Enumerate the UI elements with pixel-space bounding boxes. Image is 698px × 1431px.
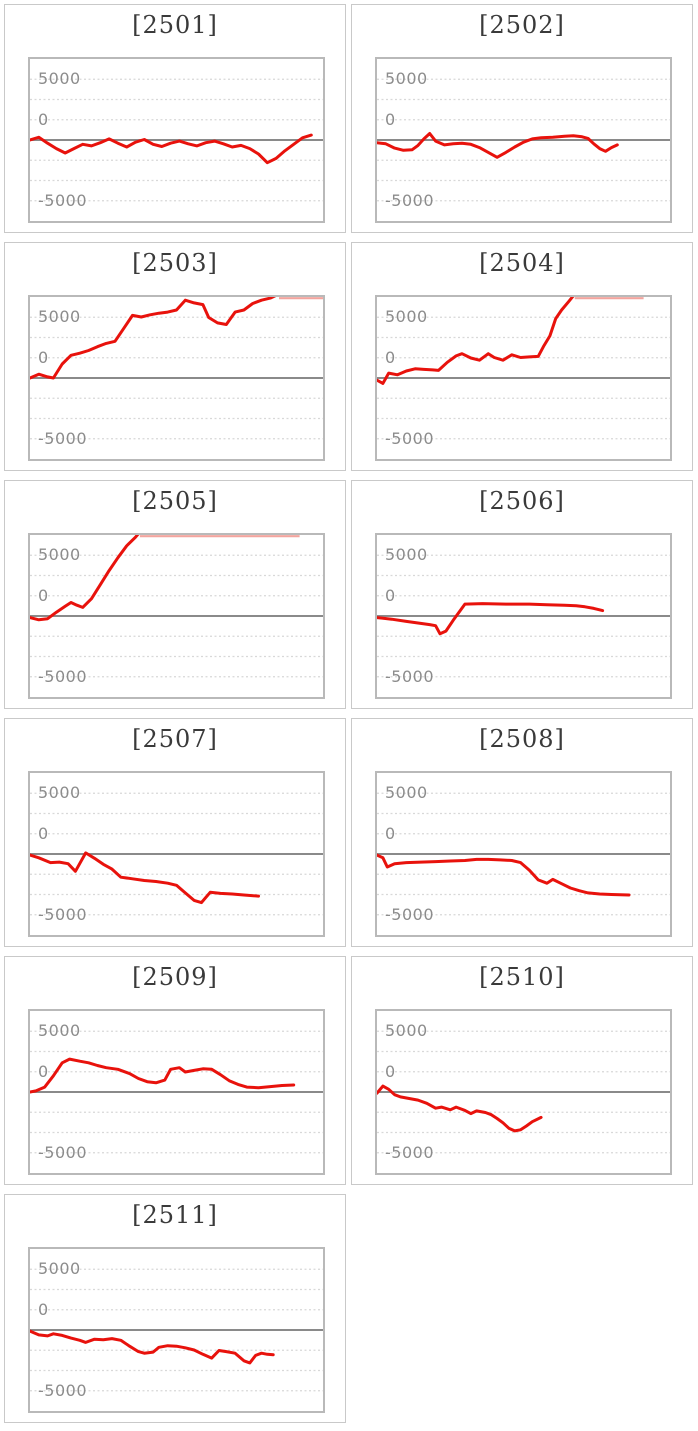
machine-chart-cell[interactable]: [2502] 5000 0 -5000	[351, 4, 693, 233]
ytick-zero: 0	[385, 110, 396, 129]
machine-chart-cell[interactable]: [2508] 5000 0 -5000	[351, 718, 693, 947]
machine-number-title: [2502]	[479, 11, 565, 39]
ytick-zero: 0	[38, 1062, 49, 1081]
slump-graph-canvas	[377, 1030, 670, 1154]
ytick-zero: 0	[385, 586, 396, 605]
slump-graph-plot: 5000 0 -5000	[375, 57, 672, 223]
ytick-plus5000: 5000	[385, 307, 428, 326]
ytick-zero: 0	[385, 824, 396, 843]
ytick-plus5000: 5000	[385, 783, 428, 802]
machine-number-title: [2509]	[132, 963, 218, 991]
machine-number-title: [2501]	[132, 11, 218, 39]
series-line	[30, 851, 260, 905]
slump-graph-plot: 5000 0 -5000	[28, 771, 325, 937]
slump-graph-plot: 5000 0 -5000	[28, 1247, 325, 1413]
slump-graph-canvas	[377, 792, 670, 916]
slump-graph-plot: 5000 0 -5000	[28, 1009, 325, 1175]
ytick-plus5000: 5000	[38, 69, 81, 88]
series-line	[30, 133, 313, 165]
machine-number-title: [2504]	[479, 249, 565, 277]
machine-number-title: [2503]	[132, 249, 218, 277]
ytick-zero: 0	[385, 348, 396, 367]
machine-chart-cell[interactable]: [2503] 5000 0 -5000	[4, 242, 346, 471]
slump-graph-plot: 5000 0 -5000	[375, 1009, 672, 1175]
slump-graph-canvas	[30, 792, 323, 916]
ytick-minus5000: -5000	[38, 667, 87, 686]
machine-chart-cell[interactable]: [2506] 5000 0 -5000	[351, 480, 693, 709]
machine-number-title: [2506]	[479, 487, 565, 515]
slump-graph-canvas	[30, 535, 323, 678]
ytick-plus5000: 5000	[385, 545, 428, 564]
machine-chart-cell[interactable]: [2505] 5000 0 -5000	[4, 480, 346, 709]
ytick-minus5000: -5000	[38, 191, 87, 210]
slump-graph-canvas	[377, 297, 670, 440]
machine-number-title: [2510]	[479, 963, 565, 991]
slump-graph-plot: 5000 0 -5000	[375, 533, 672, 699]
slump-graph-canvas	[30, 1268, 323, 1392]
ytick-plus5000: 5000	[38, 1259, 81, 1278]
ytick-plus5000: 5000	[38, 783, 81, 802]
machine-chart-cell[interactable]: [2511] 5000 0 -5000	[4, 1194, 346, 1423]
slump-graph-canvas	[30, 297, 323, 440]
ytick-plus5000: 5000	[38, 307, 81, 326]
machine-number-title: [2507]	[132, 725, 218, 753]
ytick-minus5000: -5000	[38, 905, 87, 924]
slump-graph-plot: 5000 0 -5000	[28, 57, 325, 223]
ytick-minus5000: -5000	[385, 191, 434, 210]
series-line	[377, 853, 631, 897]
ytick-minus5000: -5000	[385, 905, 434, 924]
slump-graph-canvas	[30, 1030, 323, 1154]
series-line	[377, 1084, 543, 1133]
series-line	[30, 1329, 275, 1365]
ytick-zero: 0	[38, 348, 49, 367]
machine-chart-cell[interactable]: [2509] 5000 0 -5000	[4, 956, 346, 1185]
ytick-minus5000: -5000	[38, 1381, 87, 1400]
slump-graph-canvas	[30, 78, 323, 202]
machine-number-title: [2505]	[132, 487, 218, 515]
ytick-zero: 0	[38, 586, 49, 605]
series-line	[30, 297, 277, 380]
machine-chart-cell[interactable]: [2510] 5000 0 -5000	[351, 956, 693, 1185]
machine-chart-cell[interactable]: [2507] 5000 0 -5000	[4, 718, 346, 947]
machine-number-title: [2508]	[479, 725, 565, 753]
slump-graph-plot: 5000 0 -5000	[375, 771, 672, 937]
ytick-zero: 0	[38, 824, 49, 843]
series-line	[30, 535, 140, 622]
series-line	[30, 1057, 296, 1094]
machine-number-title: [2511]	[132, 1201, 218, 1229]
series-line	[377, 602, 605, 636]
slump-graph-plot: 5000 0 -5000	[375, 295, 672, 461]
slump-graph-canvas	[377, 554, 670, 678]
machine-chart-cell[interactable]: [2501] 5000 0 -5000	[4, 4, 346, 233]
ytick-plus5000: 5000	[385, 1021, 428, 1040]
ytick-plus5000: 5000	[38, 545, 81, 564]
slump-graph-plot: 5000 0 -5000	[28, 295, 325, 461]
slump-graph-canvas	[377, 78, 670, 202]
series-line	[377, 297, 575, 385]
ytick-plus5000: 5000	[38, 1021, 81, 1040]
series-line	[377, 132, 619, 159]
machine-chart-cell[interactable]: [2504] 5000 0 -5000	[351, 242, 693, 471]
ytick-minus5000: -5000	[385, 1143, 434, 1162]
ytick-zero: 0	[38, 110, 49, 129]
slump-graph-plot: 5000 0 -5000	[28, 533, 325, 699]
ytick-plus5000: 5000	[385, 69, 428, 88]
ytick-minus5000: -5000	[38, 429, 87, 448]
ytick-zero: 0	[38, 1300, 49, 1319]
ytick-minus5000: -5000	[38, 1143, 87, 1162]
ytick-minus5000: -5000	[385, 667, 434, 686]
ytick-zero: 0	[385, 1062, 396, 1081]
ytick-minus5000: -5000	[385, 429, 434, 448]
